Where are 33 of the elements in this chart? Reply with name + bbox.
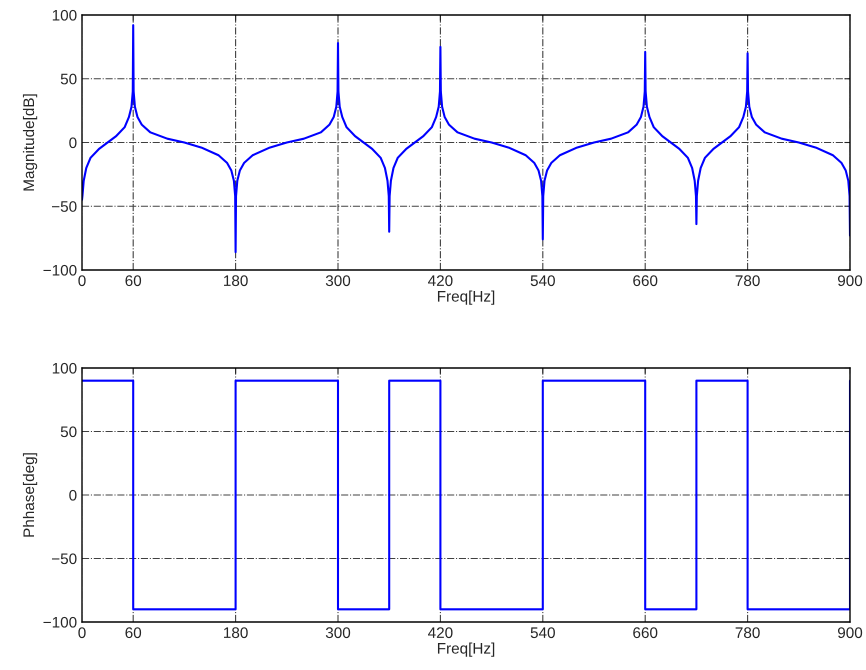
x-tick-label: 660	[633, 627, 658, 638]
x-tick-label: 540	[530, 275, 555, 286]
x-tick-label: 300	[326, 627, 350, 638]
y-tick-label: 0	[69, 137, 77, 148]
y-tick-label: −100	[43, 264, 77, 276]
y-tick-label: −50	[52, 553, 77, 564]
x-tick-label: 540	[530, 627, 555, 638]
y-axis-title: Magnitude[dB]	[22, 94, 38, 191]
x-tick-label: 300	[326, 275, 350, 286]
x-tick-label: 900	[838, 627, 862, 638]
x-tick-label: 0	[78, 275, 86, 286]
y-tick-label: 100	[52, 10, 77, 21]
x-tick-label: 660	[633, 275, 658, 286]
y-tick-label: −50	[52, 201, 77, 212]
y-tick-label: −100	[43, 616, 77, 628]
x-tick-label: 780	[736, 627, 760, 638]
x-tick-label: 0	[78, 627, 86, 638]
x-axis-title: Freq[Hz]	[438, 290, 494, 305]
x-tick-label: 420	[428, 275, 453, 286]
x-tick-label: 420	[428, 627, 453, 638]
y-axis-title: Phhase[deg]	[22, 453, 38, 537]
x-tick-label: 900	[838, 275, 862, 286]
x-tick-label: 60	[125, 627, 142, 638]
x-tick-label: 60	[125, 275, 142, 286]
x-tick-label: 180	[224, 627, 248, 638]
x-axis-title: Freq[Hz]	[438, 642, 494, 657]
y-tick-label: 50	[60, 426, 77, 438]
y-tick-label: 50	[60, 74, 77, 84]
x-tick-label: 780	[736, 275, 760, 286]
line-series	[82, 24, 850, 254]
x-tick-label: 180	[224, 275, 248, 286]
y-tick-label: 100	[52, 362, 77, 374]
y-tick-label: 0	[69, 490, 77, 501]
